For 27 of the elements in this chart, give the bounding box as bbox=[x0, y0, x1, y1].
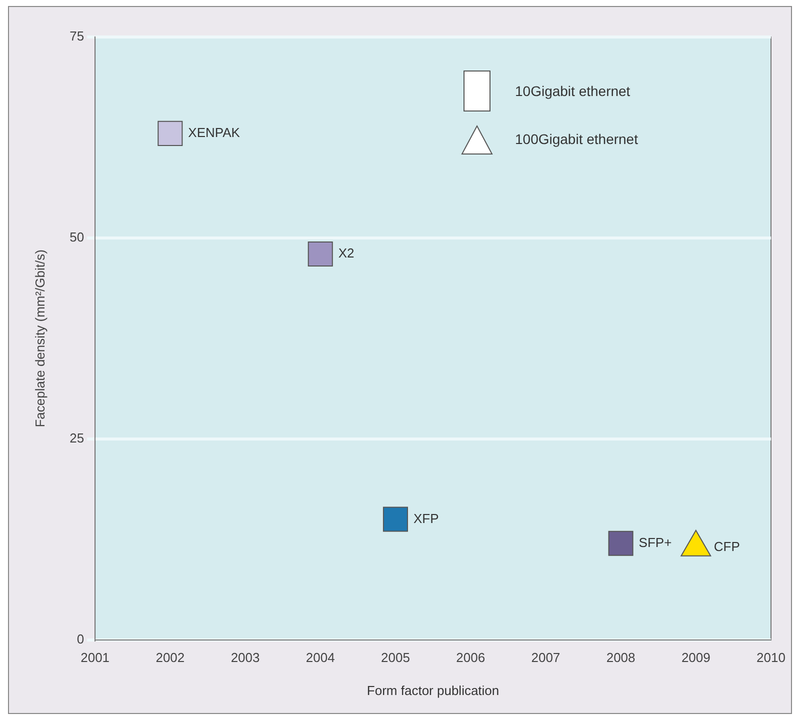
point bbox=[308, 241, 333, 267]
annotation: CFP bbox=[714, 538, 740, 554]
x-tick-label: 2009 bbox=[681, 650, 710, 666]
y-tick-label: 25 bbox=[70, 430, 84, 446]
x-tick-label: 2010 bbox=[756, 650, 786, 666]
annotation: X2 bbox=[338, 246, 354, 261]
x-tick-label: 2006 bbox=[456, 650, 486, 666]
y-tick-label: 75 bbox=[70, 28, 84, 44]
point bbox=[158, 120, 183, 146]
point bbox=[382, 506, 408, 532]
x-tick-label: 2007 bbox=[531, 650, 560, 666]
x-tick-label: 2005 bbox=[381, 650, 410, 666]
annotation: 100Gigabit ethernet bbox=[515, 131, 638, 147]
point bbox=[608, 530, 634, 556]
annotation: 10Gigabit ethernet bbox=[515, 83, 630, 99]
x-tick-label: 2002 bbox=[156, 650, 185, 666]
annotation: XENPAK bbox=[188, 125, 240, 140]
x-axis-title: Form factor publication bbox=[366, 682, 500, 698]
x-tick-label: 2004 bbox=[306, 650, 335, 666]
x-tick-label: 2003 bbox=[230, 650, 260, 666]
y-axis-title: Faceplate density (mm²/Gbit/s) bbox=[32, 250, 48, 428]
annotation: SFP+ bbox=[638, 534, 672, 550]
y-tick-label: 0 bbox=[76, 631, 84, 646]
y-tick-label: 50 bbox=[70, 230, 84, 245]
x-tick-label: 2001 bbox=[80, 650, 110, 666]
x-tick-label: 2008 bbox=[606, 650, 636, 666]
annotation: XFP bbox=[413, 510, 439, 526]
